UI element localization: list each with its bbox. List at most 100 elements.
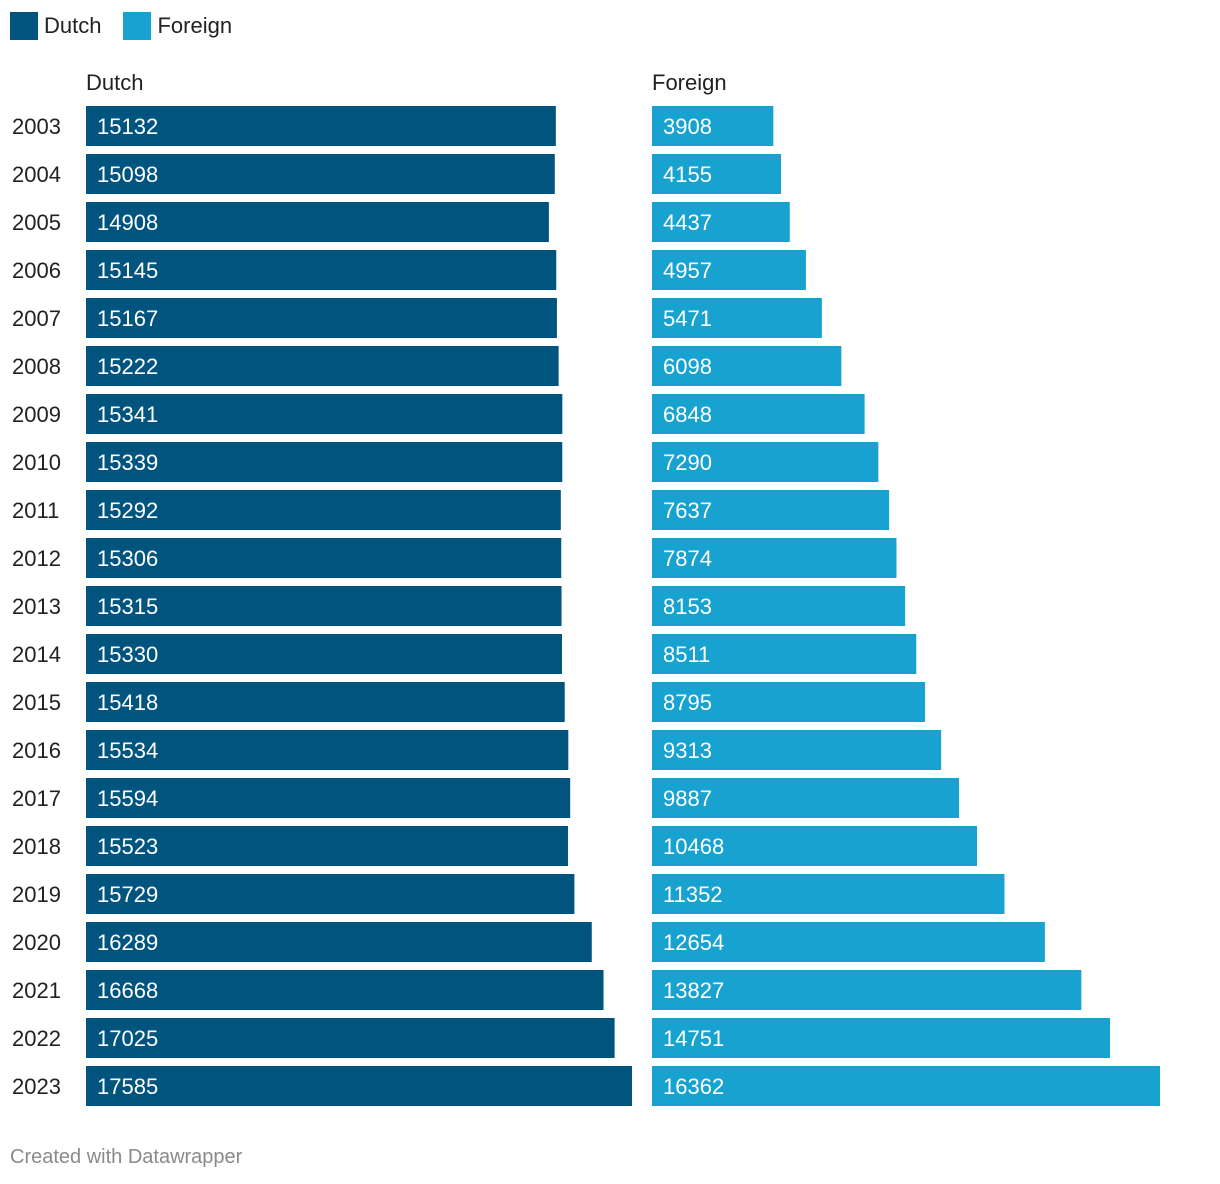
bar-dutch-2013 bbox=[86, 586, 562, 626]
bar-dutch-2006 bbox=[86, 250, 557, 290]
value-label-dutch-2021: 16668 bbox=[97, 978, 158, 1003]
bar-dutch-2019 bbox=[86, 874, 575, 914]
value-label-dutch-2022: 17025 bbox=[97, 1026, 158, 1051]
bar-dutch-2016 bbox=[86, 730, 569, 770]
value-label-dutch-2003: 15132 bbox=[97, 114, 158, 139]
value-label-foreign-2021: 13827 bbox=[663, 978, 724, 1003]
bar-foreign-2018 bbox=[652, 826, 978, 866]
year-label-2003: 2003 bbox=[12, 114, 61, 139]
value-label-dutch-2023: 17585 bbox=[97, 1074, 158, 1099]
year-label-2005: 2005 bbox=[12, 210, 61, 235]
bar-dutch-2010 bbox=[86, 442, 563, 482]
bar-dutch-2022 bbox=[86, 1018, 615, 1058]
year-label-2014: 2014 bbox=[12, 642, 61, 667]
value-label-dutch-2013: 15315 bbox=[97, 594, 158, 619]
value-label-foreign-2010: 7290 bbox=[663, 450, 712, 475]
value-label-foreign-2018: 10468 bbox=[663, 834, 724, 859]
bar-dutch-2004 bbox=[86, 154, 555, 194]
bar-dutch-2021 bbox=[86, 970, 604, 1010]
value-label-foreign-2013: 8153 bbox=[663, 594, 712, 619]
value-label-foreign-2023: 16362 bbox=[663, 1074, 724, 1099]
bar-dutch-2007 bbox=[86, 298, 557, 338]
legend-label-dutch: Dutch bbox=[44, 13, 102, 38]
bar-foreign-2016 bbox=[652, 730, 942, 770]
bar-foreign-2011 bbox=[652, 490, 890, 530]
value-label-dutch-2016: 15534 bbox=[97, 738, 158, 763]
bar-dutch-2005 bbox=[86, 202, 549, 242]
legend-label-foreign: Foreign bbox=[157, 13, 233, 38]
bar-chart: Dutch Foreign 2003 2004 2005 2006 2007 2008 2009… bbox=[12, 70, 1161, 1106]
value-label-foreign-2017: 9887 bbox=[663, 786, 712, 811]
value-label-dutch-2015: 15418 bbox=[97, 690, 158, 715]
year-label-2010: 2010 bbox=[12, 450, 61, 475]
bar-dutch-2003 bbox=[86, 106, 556, 146]
bar-foreign-2003 bbox=[652, 106, 774, 146]
value-label-dutch-2011: 15292 bbox=[97, 498, 158, 523]
bar-dutch-2020 bbox=[86, 922, 592, 962]
bar-dutch-2018 bbox=[86, 826, 568, 866]
value-label-foreign-2015: 8795 bbox=[663, 690, 712, 715]
year-label-2017: 2017 bbox=[12, 786, 61, 811]
footer-credit: Created with Datawrapper bbox=[10, 1146, 243, 1168]
year-label-2015: 2015 bbox=[12, 690, 61, 715]
bar-foreign-2022 bbox=[652, 1018, 1111, 1058]
bar-foreign-2013 bbox=[652, 586, 906, 626]
value-label-foreign-2020: 12654 bbox=[663, 930, 724, 955]
bar-foreign-2015 bbox=[652, 682, 926, 722]
year-label-2011: 2011 bbox=[12, 498, 59, 523]
value-label-dutch-2012: 15306 bbox=[97, 546, 158, 571]
bar-foreign-2006 bbox=[652, 250, 806, 290]
bar-dutch-2014 bbox=[86, 634, 562, 674]
bar-foreign-2017 bbox=[652, 778, 959, 818]
year-label-2006: 2006 bbox=[12, 258, 61, 283]
value-label-dutch-2004: 15098 bbox=[97, 162, 158, 187]
legend-item-foreign: Foreign bbox=[123, 12, 232, 40]
value-label-foreign-2016: 9313 bbox=[663, 738, 712, 763]
value-label-foreign-2008: 6098 bbox=[663, 354, 712, 379]
bar-dutch-2012 bbox=[86, 538, 562, 578]
value-label-foreign-2019: 11352 bbox=[663, 882, 723, 907]
bar-foreign-2009 bbox=[652, 394, 865, 434]
year-label-2009: 2009 bbox=[12, 402, 61, 427]
legend-swatch-foreign bbox=[123, 12, 152, 40]
value-label-dutch-2017: 15594 bbox=[97, 786, 158, 811]
value-label-foreign-2011: 7637 bbox=[663, 498, 712, 523]
value-label-foreign-2003: 3908 bbox=[663, 114, 712, 139]
legend-item-dutch: Dutch bbox=[10, 12, 101, 40]
bar-foreign-2008 bbox=[652, 346, 842, 386]
value-label-dutch-2020: 16289 bbox=[97, 930, 158, 955]
value-label-foreign-2006: 4957 bbox=[663, 258, 712, 283]
value-label-dutch-2010: 15339 bbox=[97, 450, 158, 475]
year-label-2021: 2021 bbox=[12, 978, 61, 1003]
year-label-2013: 2013 bbox=[12, 594, 61, 619]
year-label-2004: 2004 bbox=[12, 162, 61, 187]
bar-dutch-2015 bbox=[86, 682, 565, 722]
value-label-dutch-2014: 15330 bbox=[97, 642, 158, 667]
value-label-foreign-2004: 4155 bbox=[663, 162, 712, 187]
value-label-dutch-2005: 14908 bbox=[97, 210, 158, 235]
year-label-2007: 2007 bbox=[12, 306, 61, 331]
year-label-2022: 2022 bbox=[12, 1026, 61, 1051]
value-label-foreign-2005: 4437 bbox=[663, 210, 712, 235]
value-label-dutch-2006: 15145 bbox=[97, 258, 158, 283]
bar-foreign-2010 bbox=[652, 442, 879, 482]
legend: Dutch Foreign bbox=[10, 12, 254, 40]
panel-title-dutch: Dutch bbox=[86, 70, 143, 95]
bar-foreign-2005 bbox=[652, 202, 790, 242]
legend-swatch-dutch bbox=[10, 12, 38, 40]
bar-foreign-2004 bbox=[652, 154, 782, 194]
value-label-dutch-2019: 15729 bbox=[97, 882, 158, 907]
bar-foreign-2020 bbox=[652, 922, 1045, 962]
bar-foreign-2014 bbox=[652, 634, 917, 674]
bar-dutch-2008 bbox=[86, 346, 559, 386]
bar-foreign-2007 bbox=[652, 298, 822, 338]
year-label-2023: 2023 bbox=[12, 1074, 61, 1099]
bar-dutch-2009 bbox=[86, 394, 563, 434]
bar-dutch-2011 bbox=[86, 490, 561, 530]
value-label-foreign-2014: 8511 bbox=[663, 642, 710, 667]
year-label-2018: 2018 bbox=[12, 834, 61, 859]
year-label-2019: 2019 bbox=[12, 882, 61, 907]
bar-foreign-2012 bbox=[652, 538, 897, 578]
year-label-2016: 2016 bbox=[12, 738, 61, 763]
year-label-2012: 2012 bbox=[12, 546, 61, 571]
